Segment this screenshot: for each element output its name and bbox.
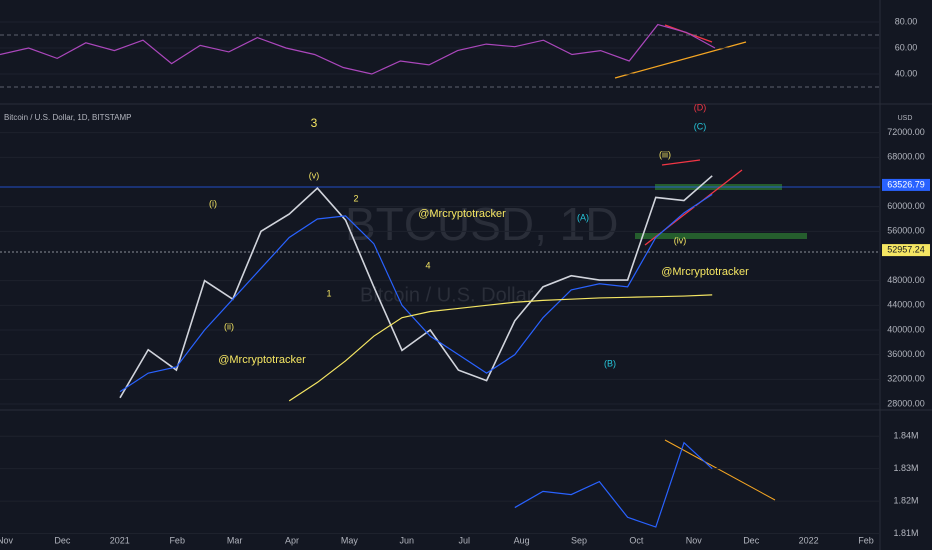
annotation: (ii) xyxy=(224,321,234,331)
y-tick-label: 48000.00 xyxy=(887,275,925,285)
watermark: BTCUSD, 1D xyxy=(345,198,618,250)
annotation: (iv) xyxy=(674,235,687,245)
zone xyxy=(635,233,807,239)
price-tag-label: 52957.24 xyxy=(887,244,925,254)
y-tick-label: 1.83M xyxy=(893,463,918,473)
x-tick-label: Oct xyxy=(629,535,644,545)
x-tick-label: Aug xyxy=(514,535,530,545)
x-tick-label: 2022 xyxy=(799,535,819,545)
y-tick-label: 56000.00 xyxy=(887,226,925,236)
x-tick-label: 2021 xyxy=(110,535,130,545)
x-tick-label: Feb xyxy=(169,535,185,545)
annotation: 1 xyxy=(326,288,331,298)
x-tick-label: Nov xyxy=(0,535,13,545)
y-tick-label: 1.84M xyxy=(893,431,918,441)
y-tick-label: 40.00 xyxy=(895,68,918,78)
y-tick-label: 72000.00 xyxy=(887,127,925,137)
annotation: @Mrcryptotracker xyxy=(218,354,306,366)
annotation: 3 xyxy=(311,116,318,130)
annotation: (D) xyxy=(694,102,707,112)
x-tick-label: Jun xyxy=(400,535,415,545)
annotation: (i) xyxy=(209,198,217,208)
x-tick-label: Jul xyxy=(458,535,470,545)
watermark: Bitcoin / U.S. Dollar xyxy=(360,284,534,306)
y-tick-label: 1.82M xyxy=(893,495,918,505)
price-tag-label: 63526.79 xyxy=(887,179,925,189)
x-tick-label: Sep xyxy=(571,535,587,545)
x-tick-label: Dec xyxy=(54,535,71,545)
annotation: (v) xyxy=(309,170,320,180)
series-line xyxy=(0,23,716,75)
y-tick-label: 44000.00 xyxy=(887,300,925,310)
trendline xyxy=(664,439,776,501)
chart-title: Bitcoin / U.S. Dollar, 1D, BITSTAMP xyxy=(4,113,131,122)
series-line xyxy=(119,175,713,399)
x-tick-label: Mar xyxy=(227,535,243,545)
y-tick-label: 36000.00 xyxy=(887,349,925,359)
x-tick-label: Feb xyxy=(858,535,874,545)
y-tick-label: 80.00 xyxy=(895,16,918,26)
annotation: (iii) xyxy=(659,149,671,159)
y-tick-label: 60.00 xyxy=(895,42,918,52)
trendline xyxy=(661,159,701,166)
y-tick-label: 28000.00 xyxy=(887,398,925,408)
annotation: @Mrcryptotracker xyxy=(661,266,749,278)
price-tag xyxy=(882,244,930,257)
x-tick-label: Dec xyxy=(743,535,760,545)
y-tick-label: 68000.00 xyxy=(887,152,925,162)
y-tick-label: 60000.00 xyxy=(887,201,925,211)
price-tag xyxy=(882,178,930,191)
x-tick-label: May xyxy=(341,535,359,545)
y-tick-label: 1.81M xyxy=(893,528,918,538)
series-line xyxy=(119,193,713,393)
annotation: (C) xyxy=(694,121,707,131)
annotation: 2 xyxy=(353,193,358,203)
x-tick-label: Nov xyxy=(686,535,703,545)
annotation: (A) xyxy=(577,212,589,222)
y-tick-label: 40000.00 xyxy=(887,324,925,334)
annotation: (B) xyxy=(604,358,616,368)
x-tick-label: Apr xyxy=(285,535,299,545)
annotation: @Mrcryptotracker xyxy=(418,208,506,220)
trendline xyxy=(614,41,747,79)
axis-unit: USD xyxy=(898,115,913,122)
series-line xyxy=(288,294,713,402)
y-tick-label: 32000.00 xyxy=(887,374,925,384)
series-line xyxy=(514,441,713,528)
annotation: 4 xyxy=(425,260,430,270)
